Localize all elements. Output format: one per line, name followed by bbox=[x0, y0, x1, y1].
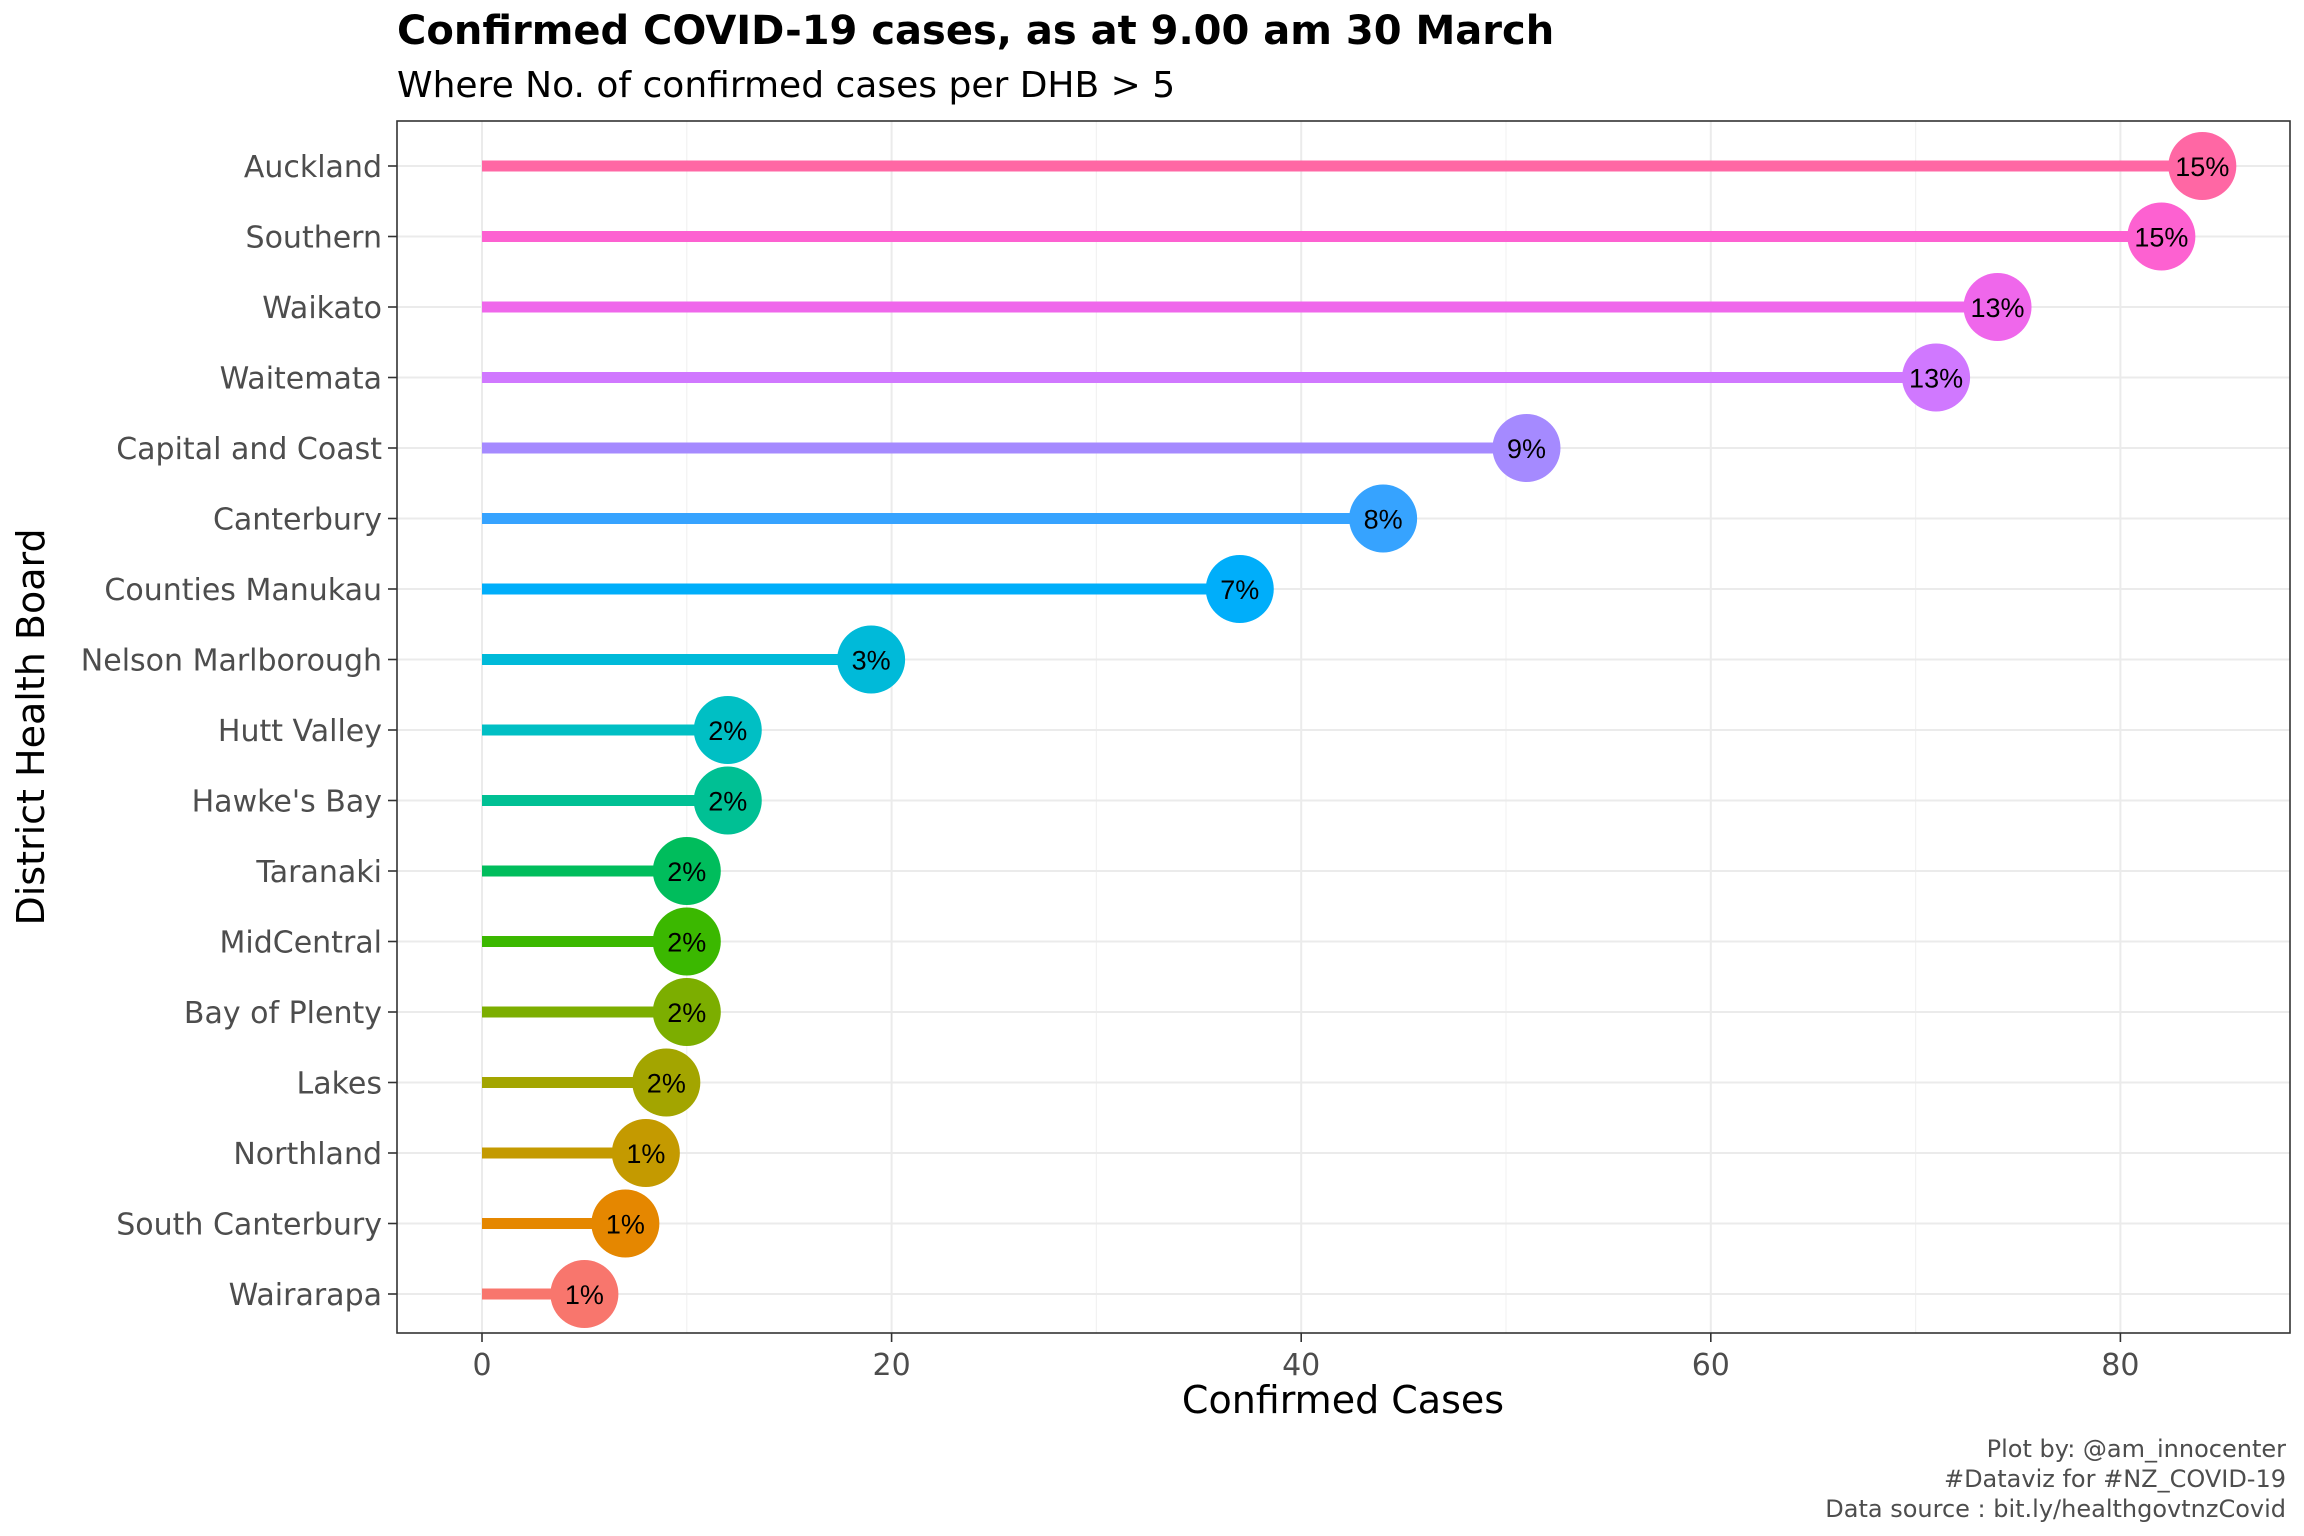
x-tick-label: 40 bbox=[1282, 1348, 1320, 1383]
y-tick-label: Auckland bbox=[244, 150, 382, 185]
point-percent-label: 13% bbox=[1909, 364, 1963, 394]
point-percent-label: 9% bbox=[1507, 434, 1546, 464]
y-tick-label: Nelson Marlborough bbox=[81, 644, 382, 679]
lollipop-point bbox=[1492, 414, 1561, 482]
lollipop-point bbox=[652, 907, 721, 976]
panel-border bbox=[396, 120, 2291, 1334]
lollipop-point bbox=[550, 1260, 619, 1328]
caption-line-3: Data source : bit.ly/healthgovtnzCovid bbox=[1825, 1495, 2286, 1523]
lollipop-point bbox=[652, 978, 721, 1046]
y-tick-label: MidCentral bbox=[220, 926, 383, 961]
y-tick-label: Bay of Plenty bbox=[184, 996, 382, 1031]
point-percent-label: 7% bbox=[1220, 575, 1259, 605]
point-percent-label: 2% bbox=[667, 857, 706, 887]
x-tick-label: 80 bbox=[2101, 1348, 2139, 1383]
x-tick-label: 20 bbox=[873, 1348, 911, 1383]
lollipop-point bbox=[2127, 202, 2196, 271]
chart-subtitle: Where No. of confirmed cases per DHB > 5 bbox=[397, 65, 1175, 106]
caption-line-1: Plot by: @am_innocenter bbox=[1987, 1435, 2286, 1463]
point-percent-label: 1% bbox=[626, 1139, 665, 1169]
lollipop-point bbox=[693, 766, 762, 835]
y-tick-label: Northland bbox=[233, 1137, 382, 1172]
y-tick-label: Wairarapa bbox=[229, 1278, 382, 1313]
y-tick-label: Counties Manukau bbox=[104, 573, 382, 608]
point-percent-label: 2% bbox=[708, 716, 747, 746]
point-percent-label: 2% bbox=[667, 998, 706, 1028]
point-percent-label: 13% bbox=[1970, 293, 2024, 323]
point-percent-label: 2% bbox=[708, 787, 747, 817]
y-tick-label: Lakes bbox=[297, 1067, 383, 1102]
y-tick-label: Waikato bbox=[262, 291, 382, 326]
y-tick-label: South Canterbury bbox=[116, 1208, 382, 1243]
y-tick-label: Southern bbox=[246, 221, 382, 256]
point-percent-label: 3% bbox=[852, 646, 891, 676]
point-percent-label: 2% bbox=[667, 928, 706, 958]
x-axis-title: Confirmed Cases bbox=[1182, 1378, 1504, 1422]
x-tick-label: 60 bbox=[1692, 1348, 1730, 1383]
chart-title: Confirmed COVID-19 cases, as at 9.00 am … bbox=[397, 8, 1554, 54]
lollipop-point bbox=[1902, 343, 1971, 412]
point-percent-label: 2% bbox=[647, 1069, 686, 1099]
lollipop-point bbox=[2168, 132, 2237, 200]
point-percent-label: 15% bbox=[2175, 152, 2229, 182]
y-tick-label: Waitemata bbox=[220, 362, 382, 397]
lollipop-point bbox=[693, 696, 762, 764]
x-axis: 0 20 40 60 80 bbox=[472, 1333, 2139, 1383]
point-percent-label: 8% bbox=[1364, 505, 1403, 535]
y-tick-label: Hutt Valley bbox=[218, 714, 382, 749]
lollipop-point bbox=[652, 837, 721, 905]
point-percent-label: 15% bbox=[2134, 223, 2188, 253]
x-tick-label: 0 bbox=[472, 1348, 491, 1383]
lollipop-point bbox=[1205, 555, 1274, 623]
y-axis: Auckland Southern Waikato Waitemata Capital … bbox=[81, 150, 397, 1313]
y-axis-title: District Health Board bbox=[9, 528, 53, 925]
point-percent-label: 1% bbox=[565, 1280, 604, 1310]
lollipop-point bbox=[632, 1048, 701, 1117]
y-tick-label: Canterbury bbox=[213, 503, 382, 538]
y-tick-label: Hawke's Bay bbox=[192, 785, 382, 820]
caption-line-2: #Dataviz for #NZ_COVID-19 bbox=[1944, 1465, 2286, 1493]
lollipop-point bbox=[591, 1189, 660, 1258]
lollipop-marks: 15% 15% 13% 13% 9% 8% 7% 3% 2% 2% 2% 2% 2% 2% 1% 1% 1% bbox=[482, 132, 2237, 1328]
point-percent-label: 1% bbox=[606, 1210, 645, 1240]
lollipop-point bbox=[837, 625, 906, 694]
lollipop-point bbox=[1349, 484, 1418, 553]
lollipop-point bbox=[1963, 273, 2032, 341]
lollipop-point bbox=[611, 1119, 680, 1187]
y-tick-label: Taranaki bbox=[255, 855, 382, 890]
y-tick-label: Capital and Coast bbox=[116, 432, 382, 467]
